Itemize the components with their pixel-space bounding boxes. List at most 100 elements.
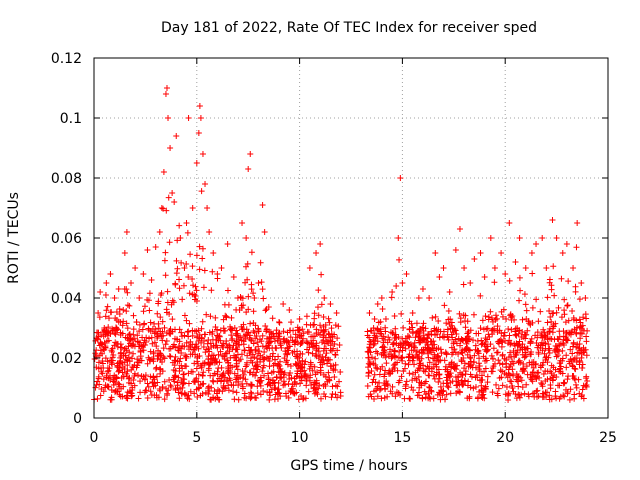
- data-point: [152, 365, 159, 372]
- data-point: [533, 375, 540, 382]
- data-point: [331, 374, 338, 381]
- data-point: [584, 377, 591, 384]
- data-point: [276, 319, 283, 325]
- data-point: [254, 383, 261, 390]
- data-point: [556, 348, 563, 355]
- data-point: [402, 383, 409, 390]
- data-point: [444, 326, 451, 333]
- data-point: [123, 394, 130, 401]
- data-point: [129, 364, 136, 371]
- data-point: [178, 345, 185, 352]
- data-point: [561, 393, 568, 400]
- data-point: [153, 364, 160, 371]
- data-point: [572, 381, 579, 388]
- data-point: [230, 382, 237, 389]
- data-point: [503, 357, 510, 364]
- data-point: [336, 378, 343, 385]
- data-point: [261, 372, 268, 379]
- data-point: [202, 389, 209, 396]
- data-point: [233, 338, 240, 345]
- data-point: [472, 374, 479, 381]
- data-point: [434, 354, 441, 361]
- data-point: [366, 310, 373, 316]
- data-point: [119, 330, 126, 337]
- data-point: [461, 365, 468, 372]
- data-point: [499, 361, 506, 368]
- data-point: [480, 391, 487, 398]
- data-point: [448, 344, 455, 351]
- data-point: [254, 366, 261, 373]
- data-point: [545, 347, 552, 354]
- data-point: [108, 348, 115, 355]
- data-point: [565, 278, 572, 285]
- data-point: [456, 226, 463, 232]
- data-point: [135, 343, 142, 350]
- data-point: [419, 324, 426, 331]
- data-point: [212, 342, 219, 349]
- data-point: [527, 321, 534, 328]
- data-point: [295, 359, 302, 365]
- data-point: [308, 333, 315, 340]
- data-point: [275, 353, 282, 360]
- data-point: [566, 396, 573, 403]
- data-point: [94, 378, 101, 385]
- data-point: [528, 351, 535, 358]
- data-point: [548, 396, 555, 403]
- data-point: [508, 378, 515, 385]
- data-point: [124, 325, 131, 332]
- data-point: [405, 361, 412, 368]
- data-point: [153, 394, 160, 401]
- data-point: [453, 330, 460, 337]
- data-point: [198, 364, 205, 371]
- data-point: [399, 354, 406, 361]
- data-point: [242, 363, 249, 370]
- data-point: [522, 301, 529, 308]
- data-point: [243, 235, 250, 241]
- data-point: [396, 256, 403, 263]
- data-point: [482, 355, 489, 362]
- data-point: [246, 369, 253, 376]
- data-point: [548, 318, 555, 325]
- data-point: [189, 263, 196, 270]
- grid-lines: [94, 58, 608, 418]
- data-point: [105, 383, 112, 390]
- data-point: [193, 343, 200, 350]
- data-point: [119, 369, 126, 376]
- data-point: [278, 374, 285, 381]
- data-point: [543, 393, 550, 400]
- data-point: [571, 391, 578, 398]
- data-point: [199, 245, 206, 252]
- data-point: [144, 296, 151, 303]
- data-point: [108, 394, 115, 401]
- data-point: [186, 320, 193, 327]
- data-point: [426, 383, 433, 390]
- data-point: [233, 389, 240, 396]
- data-point: [284, 361, 291, 368]
- data-point: [466, 347, 473, 354]
- data-point: [200, 369, 207, 376]
- data-point: [171, 341, 178, 348]
- data-point: [102, 344, 109, 351]
- data-point: [390, 362, 397, 369]
- data-point: [233, 346, 240, 353]
- data-point: [432, 250, 439, 256]
- data-point: [319, 361, 326, 368]
- data-point: [272, 391, 279, 398]
- data-point: [378, 295, 385, 301]
- data-point: [374, 301, 381, 307]
- data-point: [366, 344, 373, 351]
- data-point: [461, 317, 468, 324]
- data-point: [492, 312, 499, 319]
- data-point: [172, 387, 179, 394]
- data-point: [220, 378, 227, 385]
- data-point: [489, 318, 496, 325]
- data-point: [508, 326, 515, 333]
- data-point: [194, 360, 201, 367]
- data-point: [204, 205, 211, 211]
- data-point: [458, 358, 465, 365]
- data-point: [519, 384, 526, 391]
- data-point: [202, 181, 209, 187]
- data-point: [223, 340, 230, 347]
- data-point: [520, 360, 527, 367]
- data-point: [195, 338, 202, 345]
